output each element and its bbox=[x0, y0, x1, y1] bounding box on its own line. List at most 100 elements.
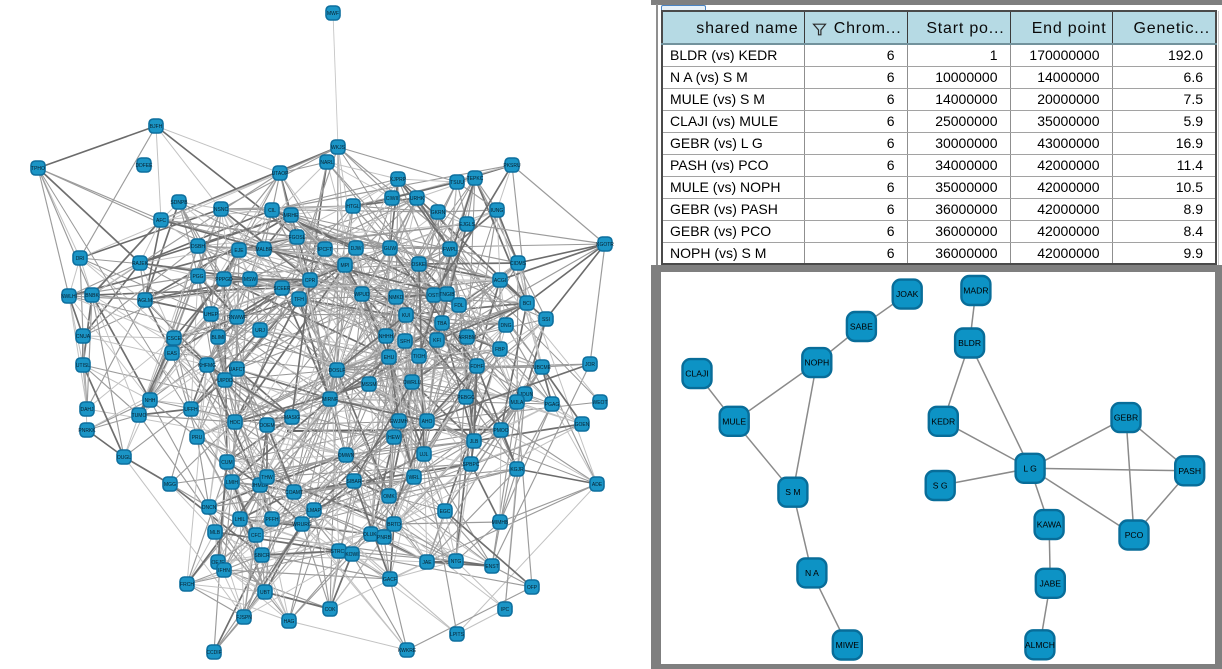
svg-text:LMAP: LMAP bbox=[307, 508, 321, 514]
svg-text:HDC: HDC bbox=[230, 420, 241, 426]
svg-text:UJL: UJL bbox=[420, 452, 429, 458]
svg-text:COAMT: COAMT bbox=[285, 490, 303, 496]
svg-text:OFP: OFP bbox=[527, 585, 538, 591]
svg-text:UBCME: UBCME bbox=[533, 365, 552, 371]
svg-text:JOR: JOR bbox=[585, 362, 595, 368]
svg-text:BCI: BCI bbox=[523, 301, 531, 307]
svg-text:DSBH: DSBH bbox=[191, 244, 205, 250]
svg-text:NSNC: NSNC bbox=[214, 207, 229, 213]
svg-text:SCEER: SCEER bbox=[273, 286, 291, 292]
svg-text:TBA: TBA bbox=[437, 321, 447, 327]
svg-text:DDFEE: DDFEE bbox=[136, 163, 154, 169]
svg-text:TIOH: TIOH bbox=[413, 354, 425, 360]
svg-text:EJGLS: EJGLS bbox=[459, 222, 476, 228]
svg-text:PASH: PASH bbox=[1178, 466, 1201, 476]
svg-text:EAS: EAS bbox=[167, 351, 178, 357]
svg-text:TEPKC: TEPKC bbox=[467, 176, 484, 182]
svg-text:STRCE: STRCE bbox=[331, 549, 349, 555]
svg-text:SIBAR: SIBAR bbox=[346, 479, 361, 485]
svg-text:TUMO: TUMO bbox=[132, 413, 147, 419]
svg-text:MPI: MPI bbox=[341, 263, 350, 269]
svg-text:TSUU: TSUU bbox=[450, 180, 464, 186]
svg-text:KAWA: KAWA bbox=[1037, 520, 1062, 530]
svg-text:S M: S M bbox=[785, 487, 800, 497]
svg-text:MGG: MGG bbox=[164, 482, 176, 488]
svg-text:KHFMG: KHFMG bbox=[198, 363, 216, 369]
svg-text:NWLHI: NWLHI bbox=[61, 294, 77, 300]
svg-text:PKSRU: PKSRU bbox=[503, 163, 521, 169]
svg-text:NARL: NARL bbox=[320, 160, 334, 166]
svg-text:DOSLF: DOSLF bbox=[329, 368, 346, 374]
svg-text:MIMHB: MIMHB bbox=[492, 520, 509, 526]
svg-text:GKRN: GKRN bbox=[431, 210, 446, 216]
svg-text:PFFH: PFFH bbox=[265, 517, 278, 523]
svg-text:CIDMS: CIDMS bbox=[510, 261, 527, 267]
svg-text:SDNPB: SDNPB bbox=[170, 200, 188, 206]
svg-text:WKJS: WKJS bbox=[331, 145, 346, 151]
svg-text:PRU: PRU bbox=[192, 435, 203, 441]
svg-text:BJFH: BJFH bbox=[150, 124, 163, 130]
svg-text:AHO: AHO bbox=[422, 419, 433, 425]
svg-text:DRI: DRI bbox=[76, 256, 85, 262]
svg-text:UFFH: UFFH bbox=[184, 407, 198, 413]
svg-text:BLDR: BLDR bbox=[958, 338, 981, 348]
svg-text:UAFCT: UAFCT bbox=[229, 367, 246, 373]
svg-text:OWRLU: OWRLU bbox=[403, 380, 422, 386]
svg-text:UHEP: UHEP bbox=[204, 312, 219, 318]
svg-text:FDL: FDL bbox=[454, 303, 464, 309]
svg-text:EWJMH: EWJMH bbox=[390, 419, 409, 425]
svg-text:KEDR: KEDR bbox=[931, 416, 955, 426]
svg-text:GOEN: GOEN bbox=[575, 422, 590, 428]
svg-text:N A: N A bbox=[805, 568, 819, 578]
svg-text:SSI: SSI bbox=[542, 317, 550, 323]
svg-text:WPUD: WPUD bbox=[354, 292, 370, 298]
svg-text:FJSPN: FJSPN bbox=[236, 615, 252, 621]
svg-text:AFC: AFC bbox=[156, 218, 166, 224]
svg-text:OUGL: OUGL bbox=[117, 455, 131, 461]
svg-text:L G: L G bbox=[1023, 463, 1037, 473]
svg-text:UTAOP: UTAOP bbox=[272, 171, 290, 177]
svg-text:KGJR: KGJR bbox=[510, 467, 524, 473]
svg-text:MWF: MWF bbox=[327, 11, 339, 17]
svg-text:HEW: HEW bbox=[388, 435, 400, 441]
svg-text:KGOTR: KGOTR bbox=[596, 242, 614, 248]
svg-text:CFC: CFC bbox=[251, 533, 262, 539]
svg-text:THW: THW bbox=[261, 475, 273, 481]
svg-text:ACGI: ACGI bbox=[494, 278, 506, 284]
svg-text:KJPRP: KJPRP bbox=[390, 177, 407, 183]
svg-text:CSCE: CSCE bbox=[167, 336, 182, 342]
svg-text:OLUKJ: OLUKJ bbox=[363, 532, 380, 538]
svg-text:LHIL: LHIL bbox=[235, 517, 246, 523]
svg-text:KUI: KUI bbox=[402, 313, 410, 319]
svg-text:RNWWF: RNWWF bbox=[227, 315, 247, 321]
svg-text:CCDIF: CCDIF bbox=[206, 650, 221, 656]
svg-text:NMKD: NMKD bbox=[389, 295, 404, 301]
svg-text:GACF: GACF bbox=[383, 577, 397, 583]
svg-text:MULE: MULE bbox=[722, 416, 746, 426]
svg-text:PGG: PGG bbox=[192, 274, 203, 280]
svg-text:MALBR: MALBR bbox=[255, 247, 273, 253]
svg-text:MIWE: MIWE bbox=[836, 640, 860, 650]
svg-text:CUM: CUM bbox=[221, 460, 232, 466]
svg-text:ENST: ENST bbox=[485, 564, 498, 570]
svg-text:NTG: NTG bbox=[451, 559, 462, 565]
svg-text:LPITS: LPITS bbox=[450, 632, 465, 638]
svg-text:JABE: JABE bbox=[1040, 578, 1062, 588]
svg-text:SABE: SABE bbox=[850, 322, 873, 332]
svg-text:MADR: MADR bbox=[963, 286, 988, 296]
svg-text:ONCN: ONCN bbox=[202, 505, 217, 511]
svg-text:UBT: UBT bbox=[260, 590, 270, 596]
svg-text:CNUA: CNUA bbox=[76, 334, 91, 340]
svg-text:LMIH: LMIH bbox=[226, 480, 238, 486]
svg-text:FDHF: FDHF bbox=[470, 364, 483, 370]
svg-text:BNBK: BNBK bbox=[85, 293, 99, 299]
svg-text:UTISL: UTISL bbox=[76, 363, 90, 369]
svg-text:WEOT: WEOT bbox=[593, 400, 608, 406]
svg-text:EJE: EJE bbox=[234, 248, 244, 254]
svg-text:TFH: TFH bbox=[294, 297, 304, 303]
svg-text:ALMCH: ALMCH bbox=[1025, 640, 1055, 650]
svg-text:SFH: SFH bbox=[400, 339, 410, 345]
svg-text:PPPGD: PPPGD bbox=[215, 277, 233, 283]
svg-text:OSKEI: OSKEI bbox=[411, 262, 426, 268]
svg-text:JOAK: JOAK bbox=[896, 289, 919, 299]
